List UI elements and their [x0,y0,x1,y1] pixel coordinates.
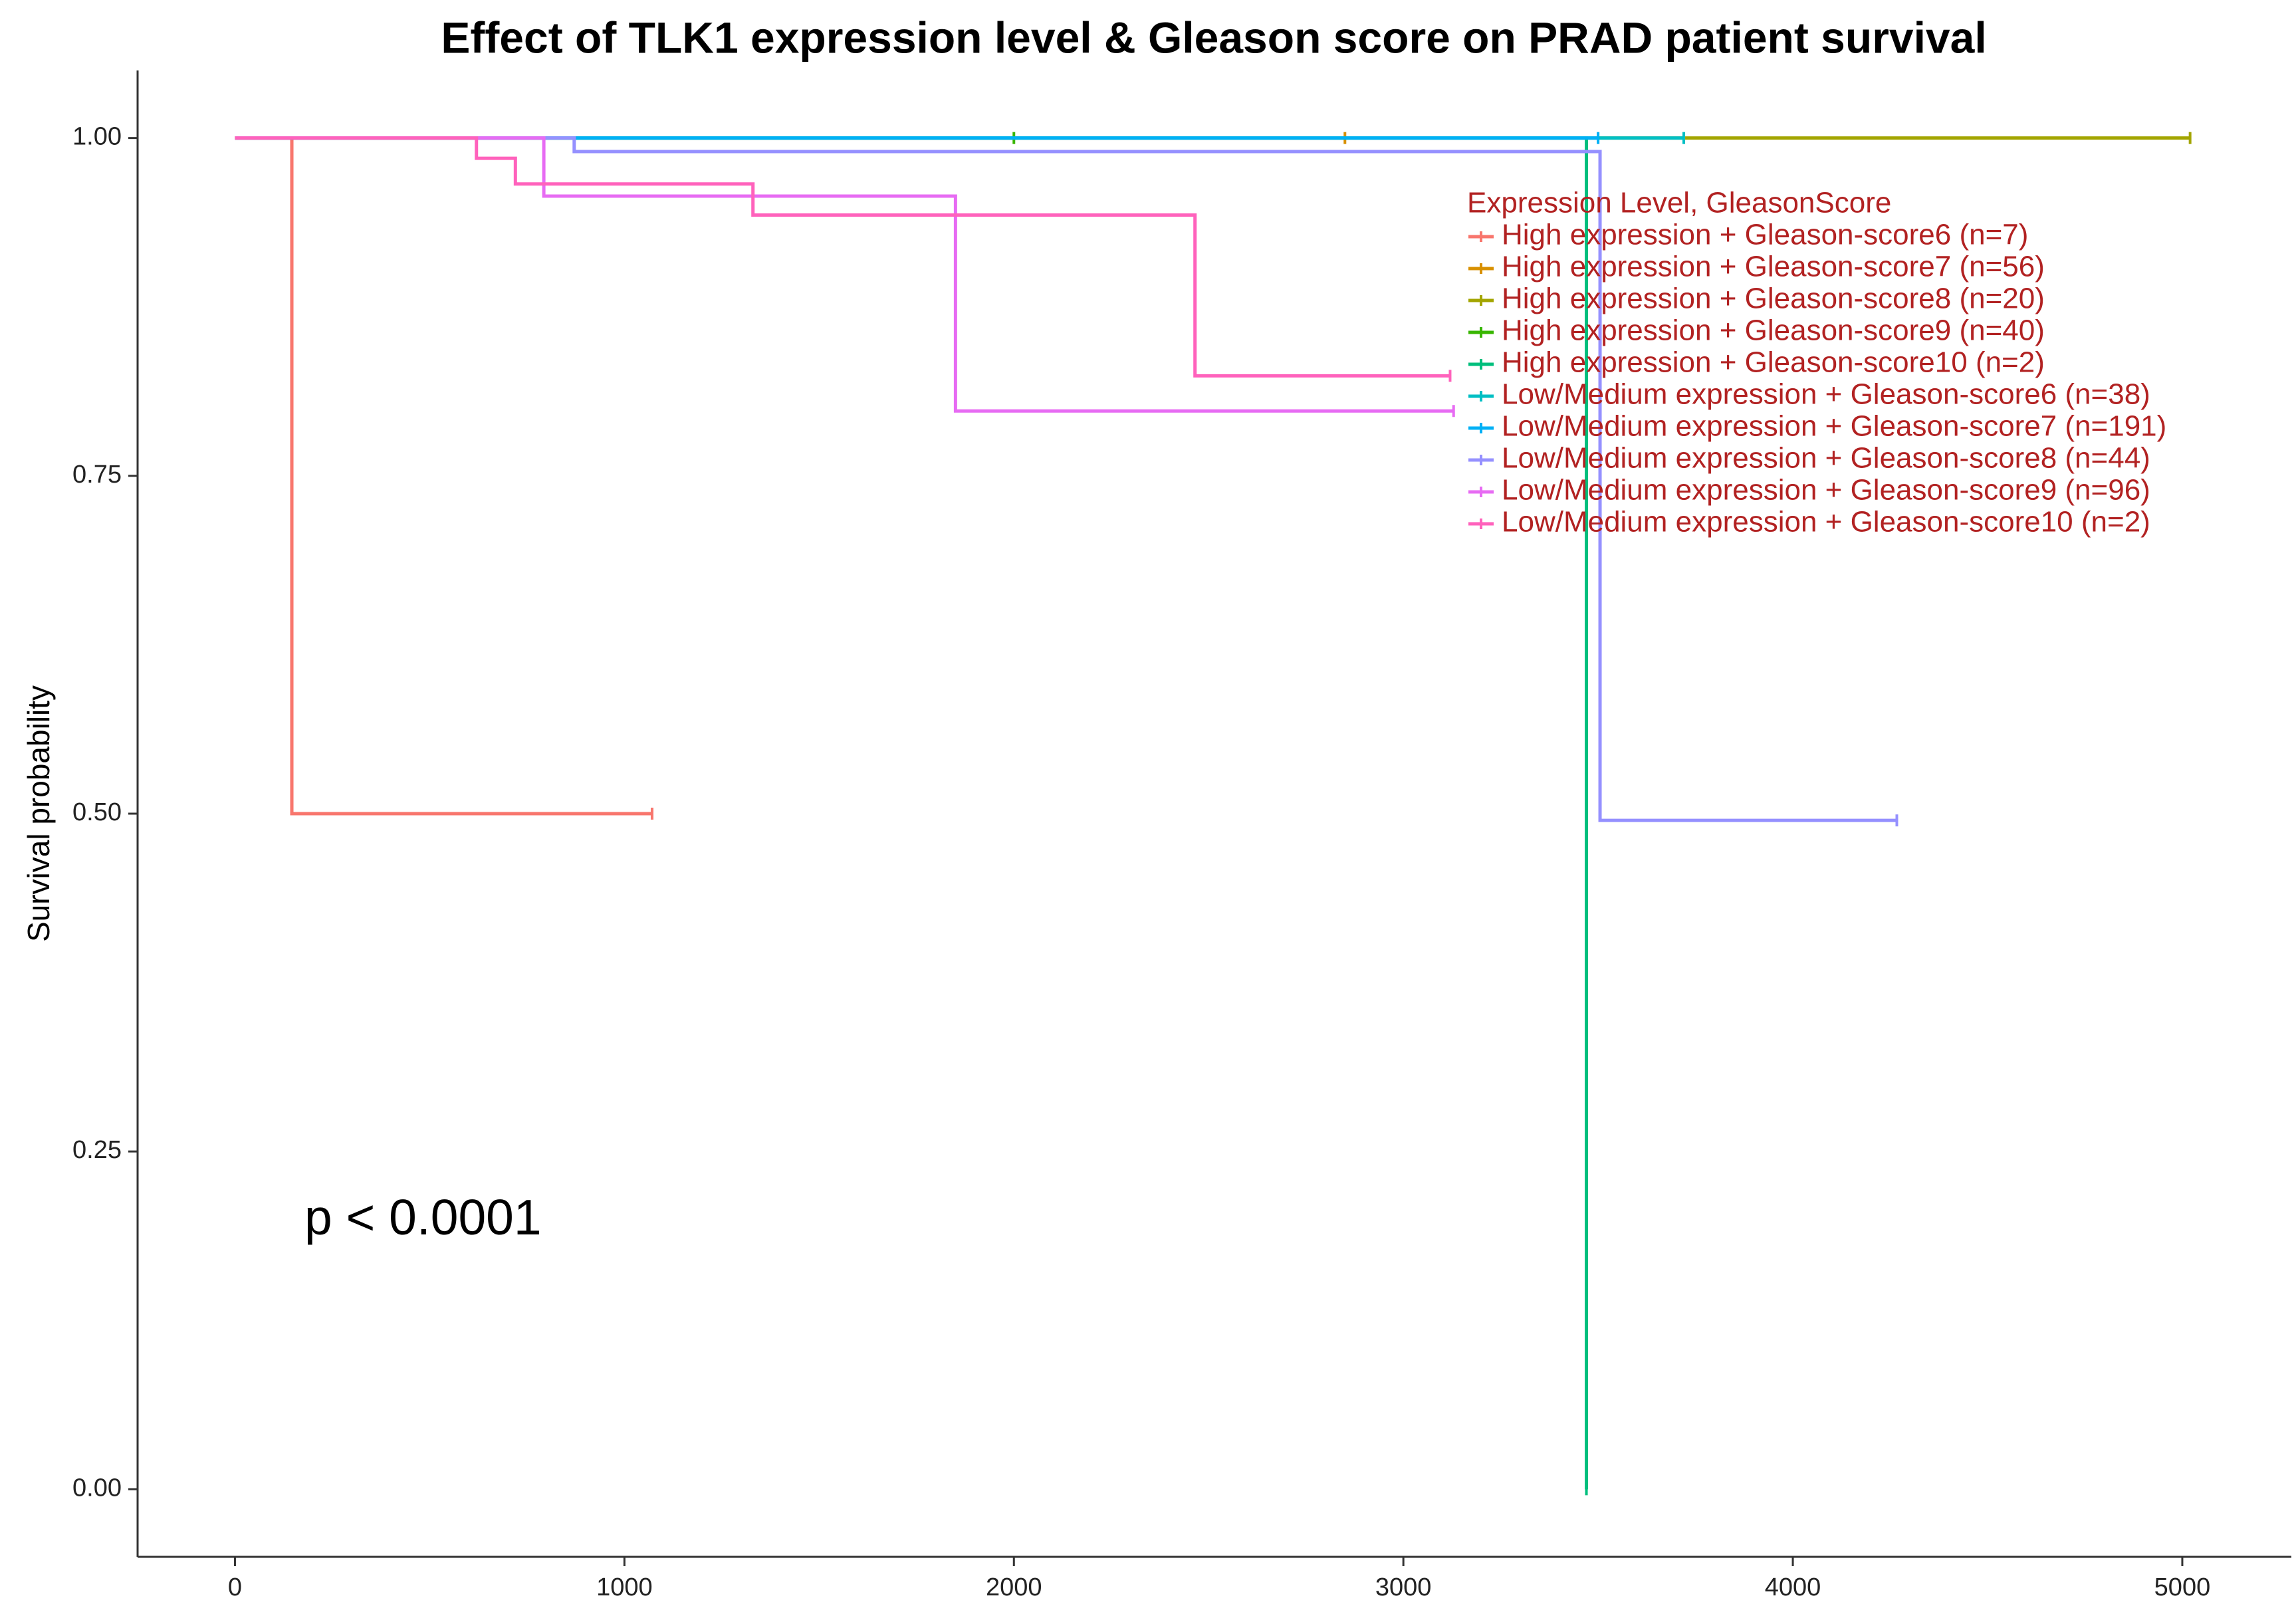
legend-title: Expression Level, GleasonScore [1467,187,1891,219]
legend-label: High expression + Gleason-score10 (n=2) [1502,346,2045,379]
legend-label: Low/Medium expression + Gleason-score7 (… [1502,410,2166,443]
legend-label: Low/Medium expression + Gleason-score9 (… [1502,474,2150,507]
x-tick-label: 3000 [1375,1573,1432,1601]
x-tick-label: 4000 [1765,1573,1821,1601]
p-value: p < 0.0001 [304,1189,542,1245]
y-tick-label: 0.75 [72,461,122,489]
x-tick-label: 0 [228,1573,242,1601]
y-axis-label: Survival probability [21,685,56,942]
survival-curve [235,136,652,816]
y-tick-label: 1.00 [72,123,122,151]
y-tick-label: 0.00 [72,1474,122,1502]
legend-label: Low/Medium expression + Gleason-score6 (… [1502,378,2150,411]
x-tick-label: 2000 [986,1573,1042,1601]
survival-curve [235,136,1450,378]
survival-curve [235,136,1454,413]
legend-label: High expression + Gleason-score6 (n=7) [1502,219,2028,251]
y-tick-label: 0.25 [72,1136,122,1164]
x-tick-label: 1000 [596,1573,653,1601]
chart-title: Effect of TLK1 expression level & Gleaso… [441,13,1986,62]
x-tick-label: 5000 [2154,1573,2211,1601]
legend-label: High expression + Gleason-score9 (n=40) [1502,314,2045,347]
legend-label: High expression + Gleason-score8 (n=20) [1502,283,2045,315]
y-tick-label: 0.50 [72,798,122,826]
legend-label: Low/Medium expression + Gleason-score10 … [1502,506,2150,538]
legend-label: Low/Medium expression + Gleason-score8 (… [1502,442,2150,475]
legend-label: High expression + Gleason-score7 (n=56) [1502,251,2045,283]
